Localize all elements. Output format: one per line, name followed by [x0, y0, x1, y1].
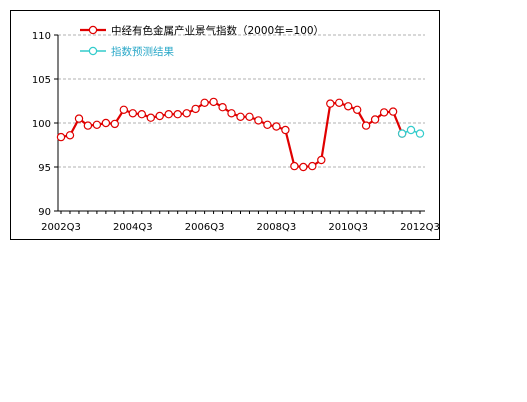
data-point-main	[370, 115, 380, 124]
data-point-main	[101, 118, 111, 128]
data-point-main	[182, 109, 191, 118]
data-point-main	[353, 105, 362, 115]
data-point-main	[308, 161, 317, 171]
data-point-main	[119, 105, 129, 115]
data-point-main	[344, 102, 353, 111]
data-point-main	[56, 132, 66, 142]
data-point-main	[326, 99, 335, 108]
series-layer	[56, 97, 425, 172]
x-tick-label: 2008Q3	[257, 222, 297, 233]
y-tick-label: 90	[38, 207, 51, 218]
data-point-main	[335, 98, 344, 108]
data-point-main	[281, 125, 290, 135]
data-point-main	[128, 109, 137, 118]
x-tick-label: 2004Q3	[113, 222, 153, 233]
data-point-main	[83, 121, 93, 130]
data-point-main	[200, 98, 209, 108]
data-point-main	[317, 155, 326, 165]
y-tick-label: 105	[32, 75, 51, 86]
data-point-main	[173, 109, 182, 119]
data-point-main	[155, 111, 164, 121]
y-axis-ticks: 90 95 100 105 110	[32, 31, 58, 218]
legend-label-forecast: 指数预测结果	[111, 45, 174, 58]
data-point-main	[263, 120, 272, 130]
data-point-main	[74, 114, 84, 123]
data-point-forecast	[397, 129, 407, 138]
y-tick-label: 95	[38, 163, 51, 174]
legend: 中经有色金属产业景气指数（2000年=100） 指数预测结果	[80, 24, 324, 58]
data-point-forecast	[415, 129, 425, 138]
data-point-main	[65, 131, 75, 140]
data-point-main	[388, 107, 398, 116]
y-tick-label: 100	[32, 119, 51, 130]
data-point-main	[379, 108, 389, 117]
data-point-main	[254, 116, 263, 125]
data-point-main	[361, 121, 371, 130]
data-point-main	[164, 109, 173, 119]
data-point-main	[110, 119, 120, 129]
data-point-main	[299, 162, 308, 172]
data-point-main	[236, 112, 245, 122]
data-point-main	[245, 112, 254, 122]
data-point-main	[272, 122, 281, 131]
x-tick-label: 2010Q3	[328, 222, 368, 233]
data-point-main	[218, 102, 227, 112]
data-point-main	[290, 161, 299, 171]
x-axis-ticks: 2002Q3 2004Q3 2006Q3 2008Q3 2010Q3 2012Q3	[41, 211, 440, 233]
data-point-main	[209, 97, 218, 107]
data-point-main	[92, 120, 102, 130]
data-point-main	[191, 104, 200, 114]
data-point-forecast	[406, 125, 416, 135]
x-tick-label: 2012Q3	[400, 222, 440, 233]
x-tick-label: 2006Q3	[185, 222, 225, 233]
x-tick-label: 2002Q3	[41, 222, 81, 233]
legend-marker-main	[88, 25, 98, 35]
legend-marker-forecast	[88, 46, 98, 56]
data-point-main	[146, 113, 155, 122]
legend-label-main: 中经有色金属产业景气指数（2000年=100）	[111, 24, 324, 37]
data-point-main	[137, 109, 146, 119]
y-tick-label: 110	[32, 31, 51, 42]
data-point-main	[227, 109, 236, 118]
